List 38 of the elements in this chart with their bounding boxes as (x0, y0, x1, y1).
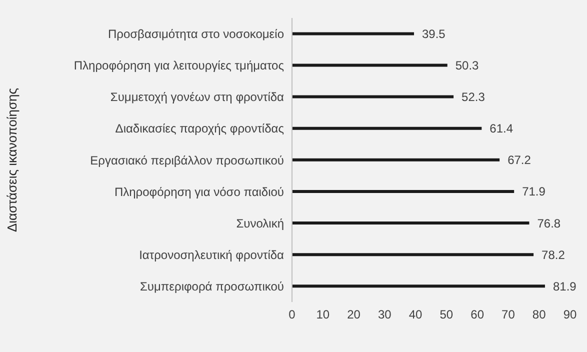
x-tick-label: 60 (470, 308, 484, 322)
x-tick-label: 80 (532, 308, 546, 322)
bar (292, 95, 454, 98)
data-label: 71.9 (522, 184, 546, 199)
y-tick-label: Διαδικασίες παροχής φροντίδας (115, 122, 284, 136)
x-tick-label: 30 (378, 308, 392, 322)
y-tick-label: Πληροφόρηση για νόσο παιδιού (114, 184, 284, 199)
x-tick-label: 0 (288, 308, 296, 322)
data-label: 78.2 (542, 248, 566, 262)
y-tick-label: Συνολική (236, 216, 284, 230)
bar (292, 284, 545, 288)
y-axis-title: Διαστάσεις ικανοποίησης (4, 88, 20, 232)
y-tick-label: Πληροφόρηση για λειτουργίες τμήματος (74, 58, 284, 73)
y-tick-label: Εργασιακό περιβάλλον προσωπικού (90, 153, 284, 168)
y-tick-label: Ιατρονοσηλευτική φροντίδα (139, 248, 284, 262)
bar (292, 32, 414, 36)
data-label: 61.4 (490, 122, 514, 136)
x-tick-label: 40 (408, 308, 423, 322)
x-tick-label: 70 (502, 308, 516, 322)
bar (292, 222, 530, 225)
y-tick-label: Συμμετοχή γονέων στη φροντίδα (110, 90, 284, 104)
data-label: 52.3 (462, 90, 486, 104)
x-tick-label: 20 (347, 308, 361, 322)
x-tick-label: 50 (440, 308, 454, 322)
x-tick-label: 10 (316, 308, 330, 322)
data-label: 50.3 (455, 58, 480, 73)
bar (292, 64, 448, 67)
data-label: 67.2 (508, 153, 532, 168)
bar (292, 126, 482, 130)
data-label: 81.9 (552, 279, 577, 294)
data-label: 39.5 (422, 26, 446, 41)
y-tick-label: Προσβασιμότητα στο νοσοκομείο (108, 27, 284, 42)
bar (292, 158, 500, 162)
bar (292, 253, 534, 256)
bar (292, 190, 514, 193)
data-label: 76.8 (537, 216, 561, 230)
x-tick-label: 90 (563, 308, 577, 322)
y-tick-label: Συμπεριφορά προσωπικού (140, 279, 284, 294)
